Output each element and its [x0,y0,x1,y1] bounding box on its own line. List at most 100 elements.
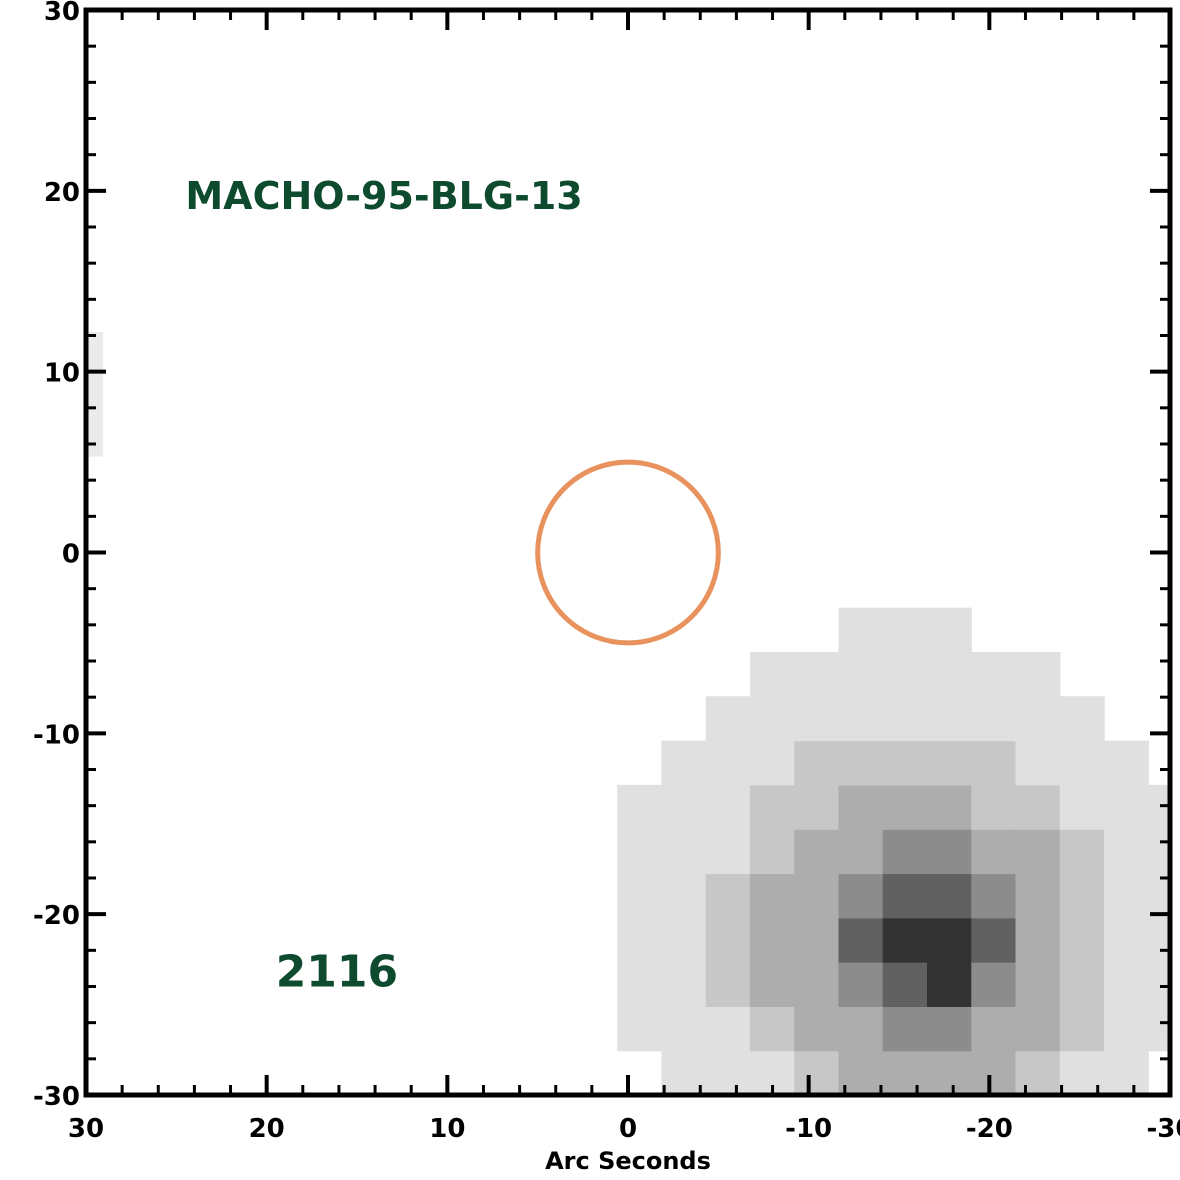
heatmap-pixel [927,917,972,963]
heatmap-pixel [971,917,1017,963]
heatmap-pixel [971,1050,1017,1096]
y-tick-label: -10 [33,720,80,750]
heatmap-pixel [927,873,972,919]
heatmap-pixel [882,917,928,963]
heatmap-pixel [1015,873,1061,919]
heatmap-pixel [1015,1006,1061,1052]
heatmap-pixel [971,962,1017,1007]
annotation-layer: MACHO-95-BLG-13 2116 [185,174,582,998]
heatmap-pixel [1059,740,1105,786]
heatmap-pixel [882,962,928,1007]
heatmap-pixel [882,829,928,875]
heatmap-pixel [705,740,751,786]
x-tick-label: 30 [68,1114,104,1144]
heatmap-pixel [661,740,707,786]
heatmap-pixel [705,1006,751,1052]
heatmap-pixel [1015,740,1061,786]
heatmap-pixel [971,1006,1017,1052]
heatmap-pixel [794,1050,840,1096]
circle-layer [535,459,721,646]
heatmap-pixel [661,962,707,1007]
heatmap-pixel [927,1006,972,1052]
heatmap-pixel [617,917,663,963]
heatmap-pixel [927,962,972,1007]
x-tick-label: 20 [249,1114,285,1144]
heatmap-pixel [1104,829,1149,875]
heatmap-pixel [705,873,751,919]
heatmap-pixel [794,784,840,830]
heatmap-pixel [927,651,972,697]
heatmap-pixel [705,917,751,963]
heatmap-pixel [705,784,751,830]
heatmap-pixel [661,1006,707,1052]
heatmap-pixel [882,740,928,786]
field-number-label: 2116 [276,947,398,998]
heatmap-pixel [1148,962,1171,1007]
x-tick-label: 10 [429,1114,465,1144]
heatmap-pixel [838,873,884,919]
heatmap-pixel [971,829,1017,875]
heatmap-pixel [794,740,840,786]
y-tick-label: 30 [44,0,80,27]
heatmap-pixel [927,829,972,875]
heatmap-pixel [838,651,884,697]
y-tick-label: 20 [44,178,80,208]
heatmap-pixel [971,873,1017,919]
heatmap-pixel [1059,784,1105,830]
x-tick-label: -30 [1147,1114,1180,1144]
heatmap-pixel [749,740,795,786]
heatmap-pixel [1148,784,1171,830]
heatmap-pixel [882,1050,928,1096]
heatmap-pixel [794,962,840,1007]
heatmap-pixel [927,784,972,830]
heatmap-pixel [882,1006,928,1052]
heatmap-pixel [1104,740,1149,786]
heatmap-pixel [838,696,884,742]
y-tick-label: 10 [44,359,80,389]
heatmap-pixel [794,696,840,742]
heatmap-pixel [749,1006,795,1052]
heatmap-pixel [838,917,884,963]
heatmap-layer [86,331,1171,1096]
heatmap-pixel [882,873,928,919]
target-circle [535,459,721,646]
heatmap-pixel [749,873,795,919]
heatmap-pixel [927,696,972,742]
heatmap-pixel [1148,917,1171,963]
heatmap-pixel [927,1050,972,1096]
x-tick-label: -10 [785,1114,832,1144]
heatmap-pixel [1015,696,1061,742]
heatmap-pixel [749,962,795,1007]
heatmap-pixel [1104,873,1149,919]
heatmap-pixel [749,917,795,963]
heatmap-pixel [1015,784,1061,830]
heatmap-pixel [1059,917,1105,963]
y-tick-label: 0 [62,540,80,570]
heatmap-pixel [1015,651,1061,697]
heatmap-pixel [617,1006,663,1052]
x-tick-label: -20 [966,1114,1013,1144]
heatmap-pixel [617,873,663,919]
heatmap-pixel [882,651,928,697]
heatmap-pixel [794,917,840,963]
heatmap-pixel [838,740,884,786]
heatmap-pixel [617,962,663,1007]
heatmap-pixel [794,1006,840,1052]
heatmap-pixel [927,740,972,786]
heatmap-pixel [1104,962,1149,1007]
heatmap-pixel [749,829,795,875]
x-tick-label: 0 [619,1114,637,1144]
event-name-label: MACHO-95-BLG-13 [185,174,582,218]
heatmap-pixel [1059,829,1105,875]
heatmap-pixel [971,740,1017,786]
heatmap-pixel [1015,917,1061,963]
heatmap-pixel [705,829,751,875]
heatmap-pixel [705,696,751,742]
heatmap-pixel [971,651,1017,697]
heatmap-pixel [971,784,1017,830]
heatmap-pixel [661,873,707,919]
heatmap-pixel [705,962,751,1007]
heatmap-pixel [617,829,663,875]
heatmap-pixel [1059,696,1105,742]
